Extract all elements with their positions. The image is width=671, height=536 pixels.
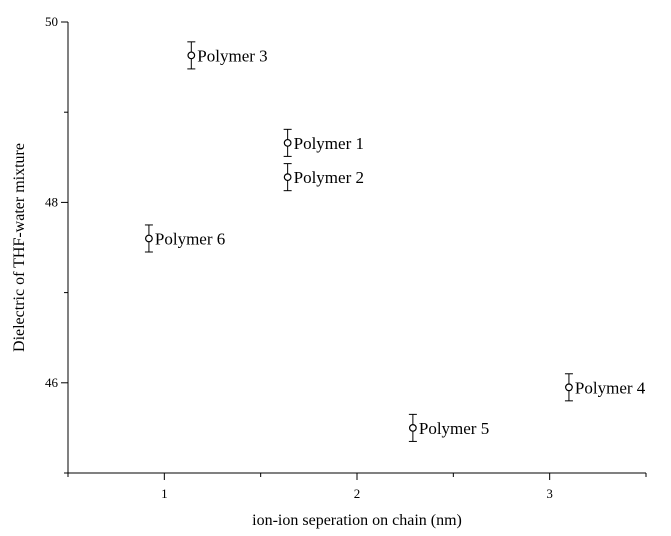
point-label: Polymer 4 bbox=[575, 378, 646, 397]
point-label: Polymer 6 bbox=[155, 229, 225, 248]
x-axis-ticks: 1 2 3 bbox=[67, 473, 647, 501]
x-tick-label: 3 bbox=[546, 486, 553, 501]
marker-circle bbox=[283, 173, 292, 182]
y-tick-label: 50 bbox=[45, 14, 58, 29]
data-point: Polymer 1 bbox=[283, 128, 364, 157]
x-tick-label: 2 bbox=[354, 486, 361, 501]
y-axis-ticks: 46 48 50 bbox=[45, 14, 68, 474]
point-label: Polymer 3 bbox=[197, 46, 267, 65]
point-label: Polymer 2 bbox=[294, 168, 364, 187]
marker-circle bbox=[283, 138, 292, 147]
data-point: Polymer 2 bbox=[283, 163, 364, 192]
y-axis-title: Dielectric of THF-water mixture bbox=[11, 143, 28, 352]
data-point: Polymer 3 bbox=[187, 41, 268, 70]
point-label: Polymer 5 bbox=[419, 419, 489, 438]
marker-circle bbox=[408, 424, 417, 432]
x-tick-label: 1 bbox=[161, 486, 168, 501]
y-tick-label: 48 bbox=[45, 194, 58, 209]
data-point: Polymer 4 bbox=[564, 373, 646, 402]
marker-circle bbox=[565, 383, 573, 392]
data-point: Polymer 6 bbox=[144, 224, 225, 253]
marker-circle bbox=[145, 234, 153, 243]
marker-circle bbox=[187, 51, 196, 60]
x-axis-title: ion-ion seperation on chain (nm) bbox=[252, 512, 462, 529]
y-tick-label: 46 bbox=[45, 375, 59, 390]
point-label: Polymer 1 bbox=[294, 134, 364, 153]
data-point: Polymer 5 bbox=[408, 413, 489, 442]
data-points: Polymer 1 Polymer 2 Polymer 3 Polymer 4 Poly… bbox=[144, 41, 646, 442]
